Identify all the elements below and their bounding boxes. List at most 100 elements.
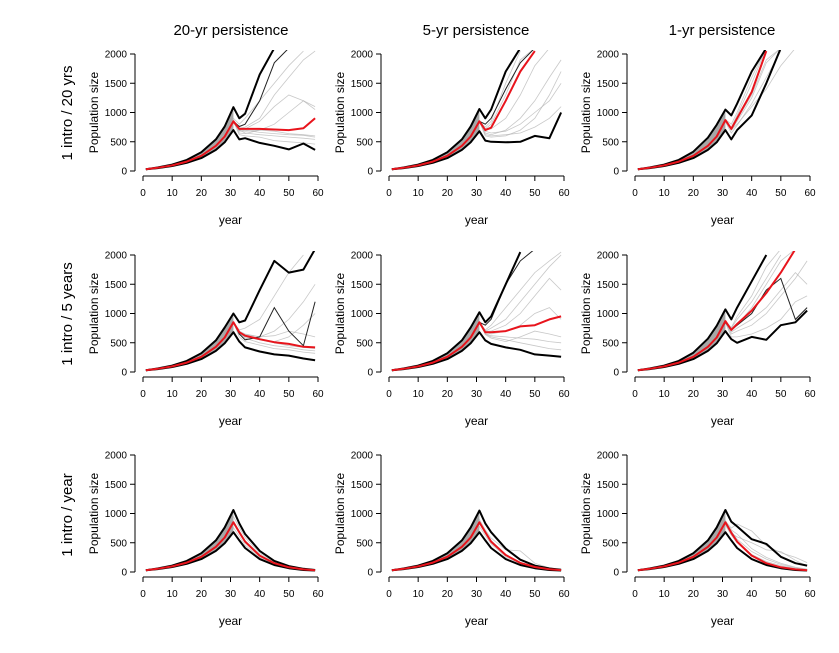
median-line bbox=[637, 521, 808, 572]
x-axis: 0 10 20 30 40 50 60 year bbox=[632, 376, 816, 428]
median-line bbox=[637, 251, 796, 372]
simulation-line bbox=[145, 50, 304, 170]
row-title-0: 1 intro / 20 yrs bbox=[59, 65, 76, 160]
y-axis-title: Population size bbox=[87, 472, 101, 554]
x-tick-label: 10 bbox=[167, 188, 179, 199]
median-line bbox=[145, 117, 316, 171]
x-tick-label: 0 bbox=[386, 589, 392, 600]
y-tick-label: 0 bbox=[613, 167, 619, 178]
y-tick-label: 500 bbox=[602, 137, 619, 148]
column-title-0: 20-yr persistence bbox=[173, 22, 288, 39]
x-tick-label: 30 bbox=[717, 188, 729, 199]
simulation-line bbox=[391, 50, 549, 170]
y-tick-label: 0 bbox=[121, 167, 127, 178]
x-tick-label: 0 bbox=[632, 389, 638, 400]
x-tick-label: 20 bbox=[688, 589, 700, 600]
y-axis: 0 500 1000 1500 2000 Population size bbox=[579, 451, 628, 579]
y-tick-label: 500 bbox=[356, 137, 373, 148]
x-tick-label: 40 bbox=[500, 389, 512, 400]
x-tick-label: 50 bbox=[529, 589, 541, 600]
y-tick-label: 1500 bbox=[597, 280, 620, 291]
lower-quantile-line bbox=[145, 531, 316, 572]
y-tick-label: 500 bbox=[356, 338, 373, 349]
x-tick-label: 40 bbox=[254, 389, 266, 400]
x-tick-label: 10 bbox=[167, 389, 179, 400]
y-tick-label: 500 bbox=[356, 538, 373, 549]
y-tick-label: 0 bbox=[367, 167, 373, 178]
x-tick-label: 20 bbox=[442, 389, 454, 400]
y-tick-label: 1000 bbox=[351, 309, 374, 320]
x-tick-label: 50 bbox=[775, 188, 787, 199]
y-tick-label: 1000 bbox=[597, 509, 620, 520]
x-tick-label: 40 bbox=[500, 589, 512, 600]
x-axis-title: year bbox=[219, 414, 242, 428]
x-tick-label: 0 bbox=[386, 389, 392, 400]
median-line bbox=[391, 315, 562, 372]
x-tick-label: 50 bbox=[775, 589, 787, 600]
x-tick-label: 30 bbox=[471, 188, 483, 199]
y-tick-label: 2000 bbox=[597, 50, 620, 61]
y-axis: 0 500 1000 1500 2000 Population size bbox=[87, 451, 136, 579]
x-tick-label: 40 bbox=[254, 188, 266, 199]
y-tick-label: 2000 bbox=[105, 50, 128, 61]
x-tick-label: 0 bbox=[140, 389, 146, 400]
y-tick-label: 1500 bbox=[105, 280, 128, 291]
x-axis: 0 10 20 30 40 50 60 year bbox=[386, 376, 570, 428]
x-axis-title: year bbox=[711, 414, 734, 428]
plot-area bbox=[391, 251, 562, 372]
lower-quantile-line bbox=[391, 531, 562, 572]
simulation-line bbox=[637, 254, 782, 371]
x-tick-label: 60 bbox=[312, 188, 324, 199]
simulation-envelope bbox=[145, 313, 234, 371]
y-tick-label: 1500 bbox=[351, 79, 374, 90]
x-axis: 0 10 20 30 40 50 60 year bbox=[140, 175, 324, 227]
x-tick-label: 50 bbox=[283, 389, 295, 400]
x-tick-label: 40 bbox=[746, 389, 758, 400]
upper-quantile-line bbox=[637, 509, 808, 572]
plot-area bbox=[391, 509, 562, 572]
x-tick-label: 60 bbox=[558, 589, 570, 600]
x-tick-label: 0 bbox=[632, 589, 638, 600]
x-axis-title: year bbox=[465, 614, 488, 628]
x-tick-label: 0 bbox=[140, 188, 146, 199]
y-axis-title: Population size bbox=[87, 272, 101, 354]
panel-r2-c1: 0 500 1000 1500 2000 Population size 0 10 20 30 40… bbox=[333, 451, 570, 629]
x-tick-label: 10 bbox=[413, 589, 425, 600]
plot-area bbox=[637, 251, 808, 372]
x-tick-label: 50 bbox=[283, 188, 295, 199]
upper-quantile-line bbox=[391, 509, 562, 572]
y-tick-label: 1000 bbox=[597, 108, 620, 119]
y-tick-label: 500 bbox=[602, 538, 619, 549]
panel-r2-c2: 0 500 1000 1500 2000 Population size 0 10 20 30 40… bbox=[579, 451, 816, 629]
x-tick-label: 0 bbox=[632, 188, 638, 199]
x-tick-label: 60 bbox=[558, 389, 570, 400]
y-axis-title: Population size bbox=[333, 272, 347, 354]
row-title-2: 1 intro / year bbox=[59, 473, 76, 556]
y-tick-label: 1500 bbox=[351, 480, 374, 491]
simulation-line bbox=[637, 50, 780, 170]
x-tick-label: 30 bbox=[471, 589, 483, 600]
x-tick-label: 60 bbox=[804, 188, 816, 199]
x-tick-label: 50 bbox=[283, 589, 295, 600]
column-title-1: 5-yr persistence bbox=[423, 22, 530, 39]
x-tick-label: 20 bbox=[196, 188, 208, 199]
y-tick-label: 1000 bbox=[597, 309, 620, 320]
panel-r0-c1: 0 500 1000 1500 2000 Population size 0 10 20 30 40… bbox=[333, 50, 570, 228]
y-tick-label: 1000 bbox=[105, 309, 128, 320]
x-tick-label: 30 bbox=[225, 188, 237, 199]
x-tick-label: 20 bbox=[688, 389, 700, 400]
panel-r0-c2: 0 500 1000 1500 2000 Population size 0 10 20 30 40… bbox=[579, 50, 816, 228]
y-tick-label: 1500 bbox=[351, 280, 374, 291]
x-tick-label: 20 bbox=[442, 589, 454, 600]
simulation-line bbox=[637, 251, 794, 371]
x-tick-label: 10 bbox=[659, 589, 671, 600]
x-tick-label: 10 bbox=[167, 589, 179, 600]
simulation-line bbox=[145, 515, 316, 571]
y-tick-label: 2000 bbox=[351, 251, 374, 262]
y-axis-title: Population size bbox=[579, 71, 593, 153]
y-axis-title: Population size bbox=[333, 71, 347, 153]
x-tick-label: 40 bbox=[500, 188, 512, 199]
row-title-1: 1 intro / 5 years bbox=[59, 262, 76, 365]
plot-area bbox=[637, 509, 808, 572]
panel-r1-c2: 0 500 1000 1500 2000 Population size 0 10 20 30 40… bbox=[579, 251, 816, 429]
